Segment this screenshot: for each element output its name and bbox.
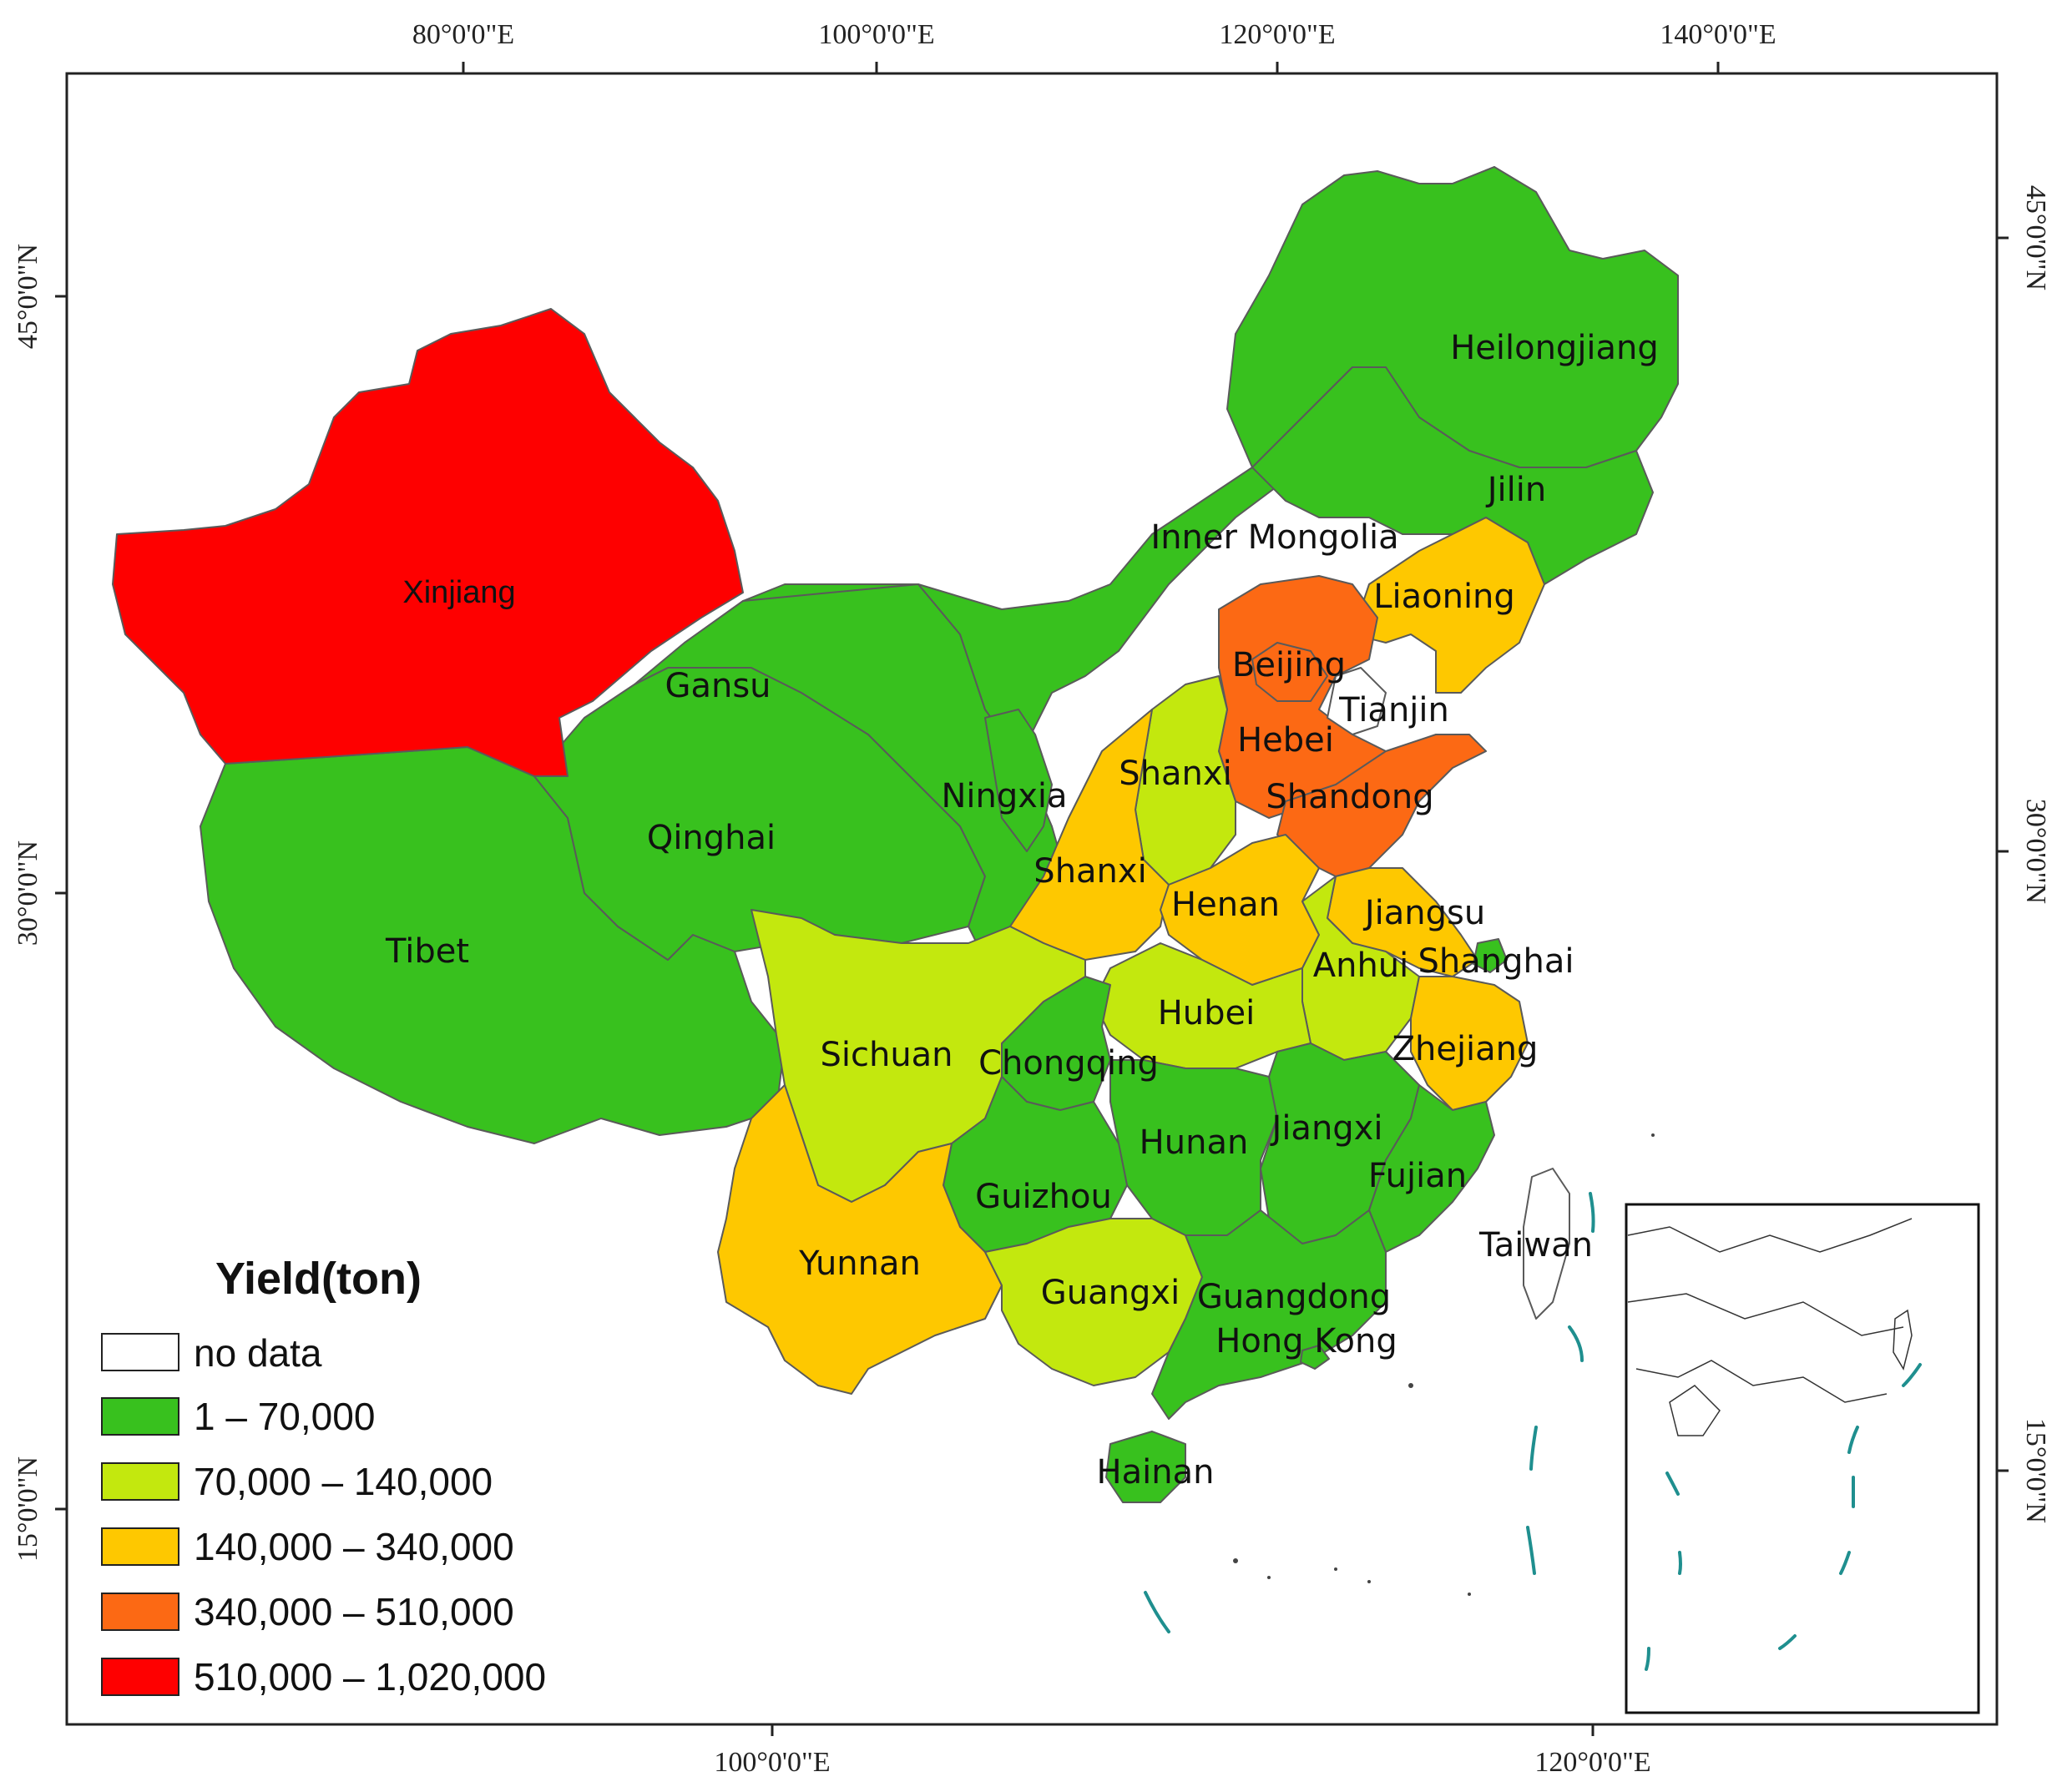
label-beijing: Beijing — [1232, 646, 1346, 684]
region-beijing[interactable] — [1251, 642, 1328, 702]
coord-left-3: 15°0'0"N — [13, 1456, 43, 1562]
legend-item-class-1: 1 – 70,000 — [101, 1395, 375, 1438]
legend-title: Yield(ton) — [215, 1254, 422, 1304]
legend-swatch — [101, 1658, 179, 1696]
legend-item-class-4: 340,000 – 510,000 — [101, 1590, 514, 1633]
legend-item-class-5: 510,000 – 1,020,000 — [101, 1655, 546, 1699]
label-guangxi: Guangxi — [1041, 1274, 1180, 1312]
coord-top-3: 120°0'0"E — [1219, 19, 1335, 50]
label-tibet: Tibet — [385, 932, 469, 971]
province-labels: Xinjiang Gansu Qinghai Tibet Inner Mongo… — [385, 329, 1659, 1492]
legend-swatch — [101, 1527, 179, 1566]
label-hong-kong: Hong Kong — [1215, 1322, 1397, 1360]
label-fujian: Fujian — [1368, 1157, 1467, 1195]
legend-label: 140,000 – 340,000 — [194, 1525, 514, 1568]
label-hunan: Hunan — [1140, 1123, 1249, 1162]
province-layer — [112, 166, 1679, 1503]
coord-bottom-2: 120°0'0"E — [1534, 1747, 1650, 1778]
label-yunnan: Yunnan — [798, 1244, 921, 1283]
coord-right-2: 30°0'0"N — [2020, 799, 2051, 904]
label-qinghai: Qinghai — [647, 819, 776, 857]
label-tianjin: Tianjin — [1338, 691, 1449, 729]
coord-left-2: 30°0'0"N — [13, 840, 43, 946]
legend-swatch — [101, 1397, 179, 1436]
legend-label: no data — [194, 1331, 322, 1375]
label-hebei: Hebei — [1237, 721, 1334, 760]
label-jilin: Jilin — [1485, 471, 1547, 509]
region-tianjin[interactable] — [1327, 667, 1387, 735]
coord-left-1: 45°0'0"N — [13, 244, 43, 349]
legend-swatch — [101, 1462, 179, 1501]
legend-label: 510,000 – 1,020,000 — [194, 1655, 546, 1699]
coord-right-3: 15°0'0"N — [2020, 1418, 2051, 1523]
legend: Yield(ton) no data 1 – 70,000 70,000 – 1… — [101, 1254, 546, 1699]
region-yunnan[interactable] — [717, 1084, 1003, 1395]
legend-swatch — [101, 1333, 179, 1371]
label-chongqing: Chongqing — [978, 1044, 1159, 1083]
label-inner-mongolia: Inner Mongolia — [1150, 518, 1398, 557]
label-heilongjiang: Heilongjiang — [1450, 329, 1659, 367]
south-china-sea-dashes — [1144, 1192, 1595, 1633]
region-xinjiang[interactable] — [112, 308, 744, 777]
label-jiangsu: Jiangsu — [1362, 894, 1485, 932]
graticule-ticks — [55, 62, 2009, 1736]
label-sichuan: Sichuan — [820, 1036, 953, 1074]
label-hubei: Hubei — [1158, 994, 1256, 1032]
label-shaanxi: Shanxi — [1034, 852, 1146, 891]
coord-top-1: 80°0'0"E — [412, 19, 514, 50]
label-shandong: Shandong — [1266, 778, 1433, 816]
region-hong-kong[interactable] — [1300, 1345, 1330, 1370]
label-gansu: Gansu — [665, 667, 771, 705]
label-liaoning: Liaoning — [1373, 578, 1515, 616]
islands-dots — [1233, 1133, 1655, 1596]
coord-top-4: 140°0'0"E — [1660, 19, 1776, 50]
region-ningxia[interactable] — [984, 709, 1053, 852]
coord-top-2: 100°0'0"E — [818, 19, 934, 50]
legend-item-no-data: no data — [101, 1331, 322, 1375]
coord-bottom-1: 100°0'0"E — [714, 1747, 830, 1778]
region-fujian[interactable] — [1368, 1084, 1495, 1253]
label-guizhou: Guizhou — [975, 1178, 1112, 1216]
label-jiangxi: Jiangxi — [1270, 1109, 1383, 1148]
label-taiwan: Taiwan — [1478, 1226, 1593, 1264]
legend-swatch — [101, 1593, 179, 1631]
region-hainan[interactable] — [1105, 1431, 1186, 1503]
label-shanxi: Shanxi — [1119, 755, 1231, 793]
label-henan: Henan — [1171, 886, 1280, 924]
label-anhui: Anhui — [1313, 946, 1409, 985]
legend-item-class-2: 70,000 – 140,000 — [101, 1460, 493, 1503]
legend-label: 70,000 – 140,000 — [194, 1460, 493, 1503]
label-ningxia: Ningxia — [941, 777, 1067, 815]
label-shanghai: Shanghai — [1418, 942, 1574, 981]
label-zhejiang: Zhejiang — [1392, 1030, 1539, 1068]
label-hainan: Hainan — [1097, 1453, 1215, 1492]
region-shanghai[interactable] — [1473, 938, 1508, 973]
label-xinjiang: Xinjiang — [402, 575, 515, 610]
region-liaoning[interactable] — [1352, 517, 1545, 694]
region-taiwan[interactable] — [1523, 1168, 1570, 1320]
legend-item-class-3: 140,000 – 340,000 — [101, 1525, 514, 1568]
legend-label: 1 – 70,000 — [194, 1395, 375, 1438]
coord-right-1: 45°0'0"N — [2020, 185, 2051, 290]
region-zhejiang[interactable] — [1410, 976, 1529, 1111]
legend-label: 340,000 – 510,000 — [194, 1590, 514, 1633]
inset-map — [1625, 1203, 1980, 1714]
region-jilin[interactable] — [1251, 366, 1654, 585]
label-guangdong: Guangdong — [1197, 1278, 1391, 1316]
